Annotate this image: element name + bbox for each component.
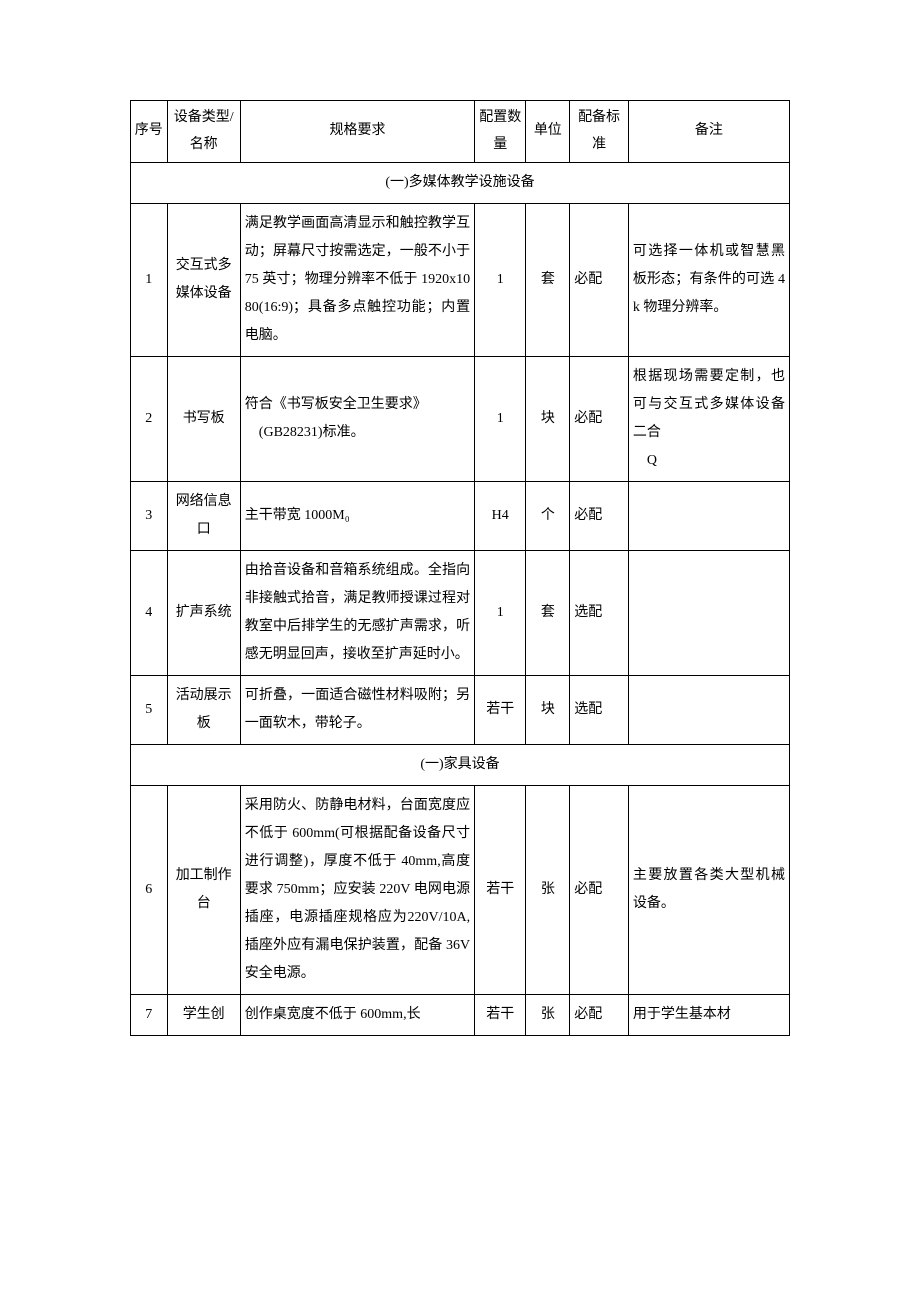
equipment-table: 序号 设备类型/名称 规格要求 配置数量 单位 配备标准 备注 (一)多媒体教学… <box>130 100 790 1036</box>
document-page: 序号 设备类型/名称 规格要求 配置数量 单位 配备标准 备注 (一)多媒体教学… <box>0 0 920 1096</box>
cell-qty: H4 <box>475 482 526 551</box>
cell-spec: 可折叠，一面适合磁性材料吸附；另一面软木，带轮子。 <box>240 676 474 745</box>
section-row: (一)家具设备 <box>131 745 790 786</box>
cell-note: 用于学生基本材 <box>628 995 789 1036</box>
section-title: (一)家具设备 <box>131 745 790 786</box>
header-name: 设备类型/名称 <box>167 101 240 163</box>
cell-note <box>628 676 789 745</box>
cell-idx: 3 <box>131 482 168 551</box>
cell-qty: 若干 <box>475 676 526 745</box>
cell-spec: 满足教学画面高清显示和触控教学互动；屏幕尺寸按需选定，一般不小于 75 英寸；物… <box>240 204 474 357</box>
cell-idx: 7 <box>131 995 168 1036</box>
cell-spec: 创作桌宽度不低于 600mm,长 <box>240 995 474 1036</box>
cell-std: 选配 <box>570 676 629 745</box>
cell-unit: 张 <box>526 786 570 995</box>
cell-qty: 1 <box>475 357 526 482</box>
cell-unit: 个 <box>526 482 570 551</box>
cell-idx: 2 <box>131 357 168 482</box>
section-row: (一)多媒体教学设施设备 <box>131 163 790 204</box>
cell-spec: 采用防火、防静电材料，台面宽度应不低于 600mm(可根据配备设备尺寸进行调整)… <box>240 786 474 995</box>
cell-note <box>628 482 789 551</box>
cell-std: 必配 <box>570 786 629 995</box>
cell-qty: 若干 <box>475 786 526 995</box>
header-idx: 序号 <box>131 101 168 163</box>
cell-name: 活动展示板 <box>167 676 240 745</box>
cell-name: 加工制作台 <box>167 786 240 995</box>
cell-std: 必配 <box>570 995 629 1036</box>
cell-qty: 1 <box>475 551 526 676</box>
cell-std: 必配 <box>570 357 629 482</box>
cell-std: 选配 <box>570 551 629 676</box>
header-unit: 单位 <box>526 101 570 163</box>
cell-unit: 套 <box>526 551 570 676</box>
cell-note: 可选择一体机或智慧黑板形态；有条件的可选 4k 物理分辨率。 <box>628 204 789 357</box>
cell-name: 网络信息口 <box>167 482 240 551</box>
cell-unit: 块 <box>526 676 570 745</box>
cell-std: 必配 <box>570 204 629 357</box>
cell-unit: 套 <box>526 204 570 357</box>
cell-note: 根据现场需要定制，也可与交互式多媒体设备二合 Q <box>628 357 789 482</box>
cell-spec: 由拾音设备和音箱系统组成。全指向非接触式拾音，满足教师授课过程对教室中后排学生的… <box>240 551 474 676</box>
cell-name: 交互式多媒体设备 <box>167 204 240 357</box>
cell-idx: 1 <box>131 204 168 357</box>
cell-name: 学生创 <box>167 995 240 1036</box>
cell-idx: 5 <box>131 676 168 745</box>
cell-qty: 1 <box>475 204 526 357</box>
cell-std: 必配 <box>570 482 629 551</box>
header-std: 配备标准 <box>570 101 629 163</box>
cell-unit: 块 <box>526 357 570 482</box>
table-row: 7 学生创 创作桌宽度不低于 600mm,长 若干 张 必配 用于学生基本材 <box>131 995 790 1036</box>
cell-qty: 若干 <box>475 995 526 1036</box>
table-header-row: 序号 设备类型/名称 规格要求 配置数量 单位 配备标准 备注 <box>131 101 790 163</box>
table-row: 3 网络信息口 主干带宽 1000M₀ H4 个 必配 <box>131 482 790 551</box>
cell-note: 主要放置各类大型机械设备。 <box>628 786 789 995</box>
section-title: (一)多媒体教学设施设备 <box>131 163 790 204</box>
header-spec: 规格要求 <box>240 101 474 163</box>
header-qty: 配置数量 <box>475 101 526 163</box>
cell-note <box>628 551 789 676</box>
table-row: 5 活动展示板 可折叠，一面适合磁性材料吸附；另一面软木，带轮子。 若干 块 选… <box>131 676 790 745</box>
cell-spec: 主干带宽 1000M₀ <box>240 482 474 551</box>
cell-spec: 符合《书写板安全卫生要求》 (GB28231)标准。 <box>240 357 474 482</box>
cell-name: 书写板 <box>167 357 240 482</box>
table-row: 2 书写板 符合《书写板安全卫生要求》 (GB28231)标准。 1 块 必配 … <box>131 357 790 482</box>
cell-name: 扩声系统 <box>167 551 240 676</box>
cell-idx: 6 <box>131 786 168 995</box>
cell-unit: 张 <box>526 995 570 1036</box>
table-row: 1 交互式多媒体设备 满足教学画面高清显示和触控教学互动；屏幕尺寸按需选定，一般… <box>131 204 790 357</box>
header-note: 备注 <box>628 101 789 163</box>
table-row: 4 扩声系统 由拾音设备和音箱系统组成。全指向非接触式拾音，满足教师授课过程对教… <box>131 551 790 676</box>
table-row: 6 加工制作台 采用防火、防静电材料，台面宽度应不低于 600mm(可根据配备设… <box>131 786 790 995</box>
cell-idx: 4 <box>131 551 168 676</box>
